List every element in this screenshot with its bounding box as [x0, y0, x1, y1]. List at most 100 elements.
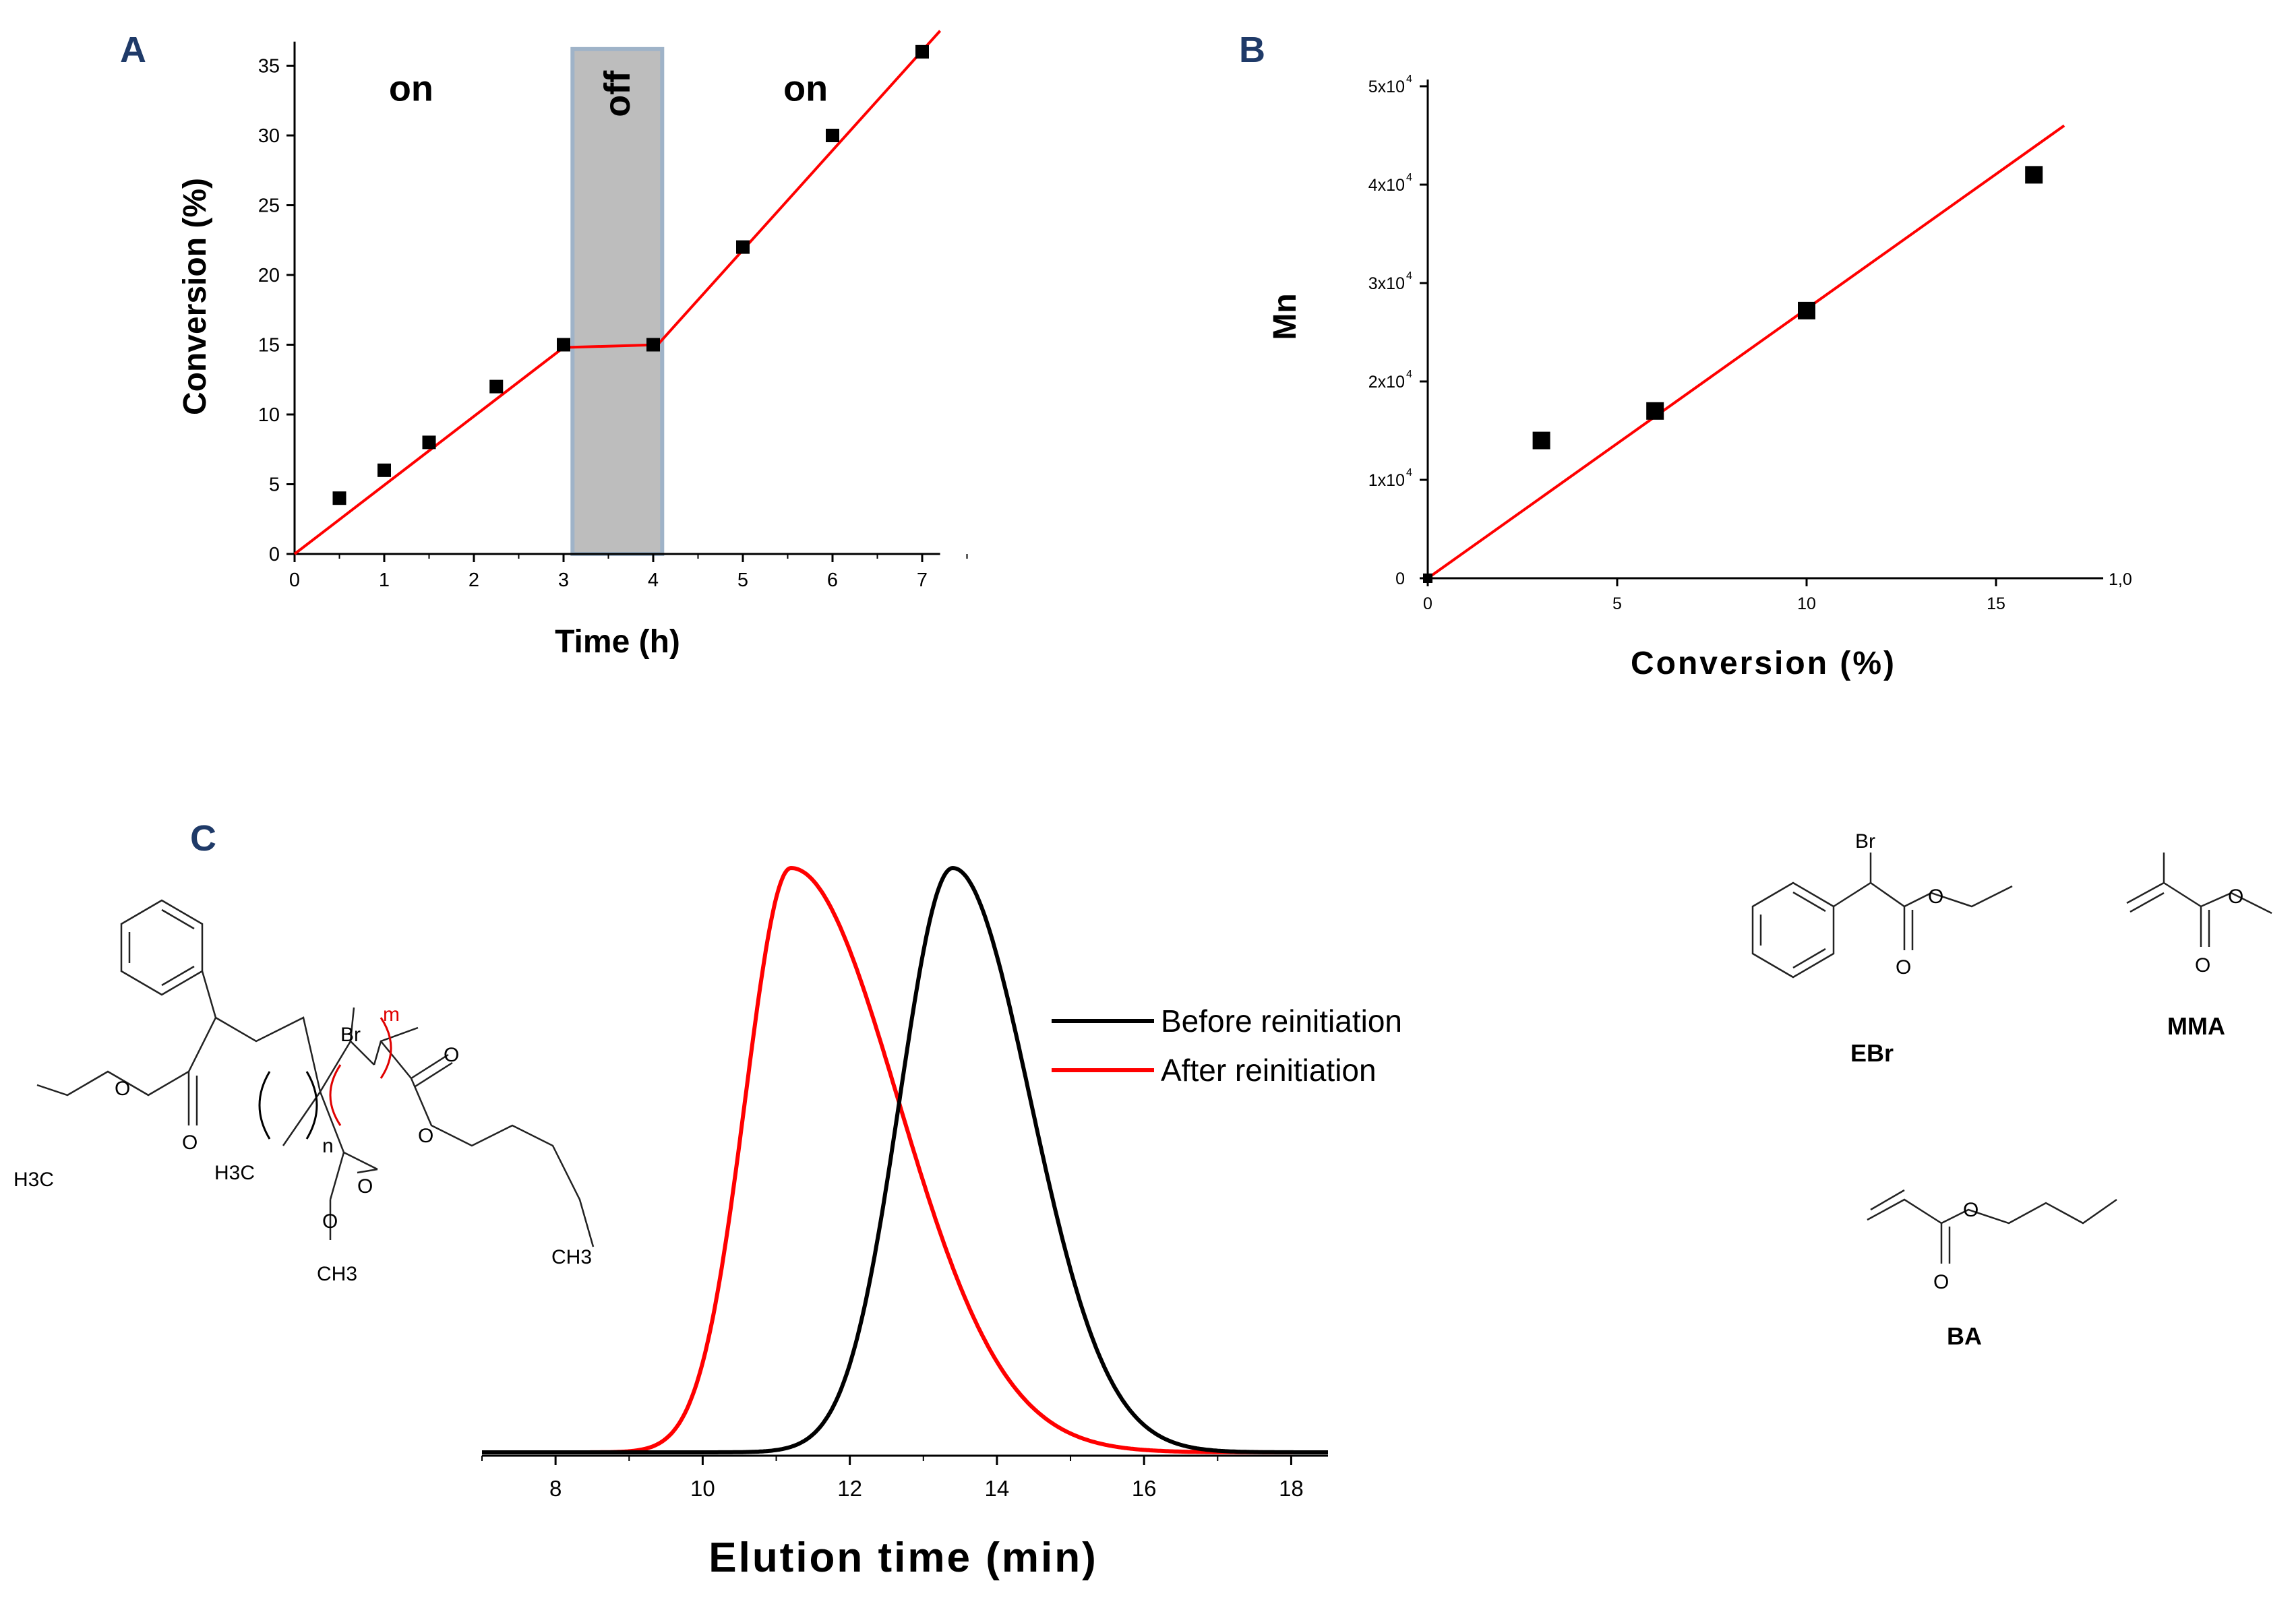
- ebr-phenyl-ring: [1751, 882, 1835, 979]
- data-point-b: [2025, 166, 2043, 184]
- atom-o-4: O: [322, 1210, 338, 1233]
- data-point-a: [332, 491, 346, 505]
- x-tick-label-a: 1: [379, 569, 390, 591]
- y-tick-label-b: 0: [1395, 569, 1405, 588]
- ebr-atom-br: Br: [1855, 830, 1875, 853]
- y-tick-exponent-b: 4: [1406, 467, 1412, 478]
- y-tick-label-a: 20: [258, 265, 280, 286]
- right-axis-label-b: 1,0: [2109, 570, 2132, 589]
- x-axis-label-c: Elution time (min): [708, 1535, 1098, 1581]
- data-point-b: [1798, 301, 1815, 319]
- y-tick-label-b: 3x10: [1368, 274, 1405, 293]
- data-point-a: [489, 379, 504, 394]
- y-tick-label-a: 25: [258, 195, 280, 217]
- legend-label-before: Before reinitiation: [1161, 1003, 1402, 1039]
- panel-label-c: C: [190, 818, 216, 859]
- y-tick-label-a: 35: [258, 56, 280, 78]
- data-point-b: [1646, 402, 1664, 420]
- chart-c: 8 10 12 14 16 18 Before reinitiation After re…: [481, 865, 1402, 1581]
- series-line-before-reinitiation: [482, 865, 1328, 1454]
- mma-structure: O O MMA: [2126, 853, 2272, 1040]
- x-tick-label-b: 15: [1987, 594, 2005, 613]
- fit-line-a: [293, 30, 942, 555]
- ebr-atom-o-1: O: [1928, 886, 1943, 908]
- subscript-n: n: [322, 1135, 334, 1157]
- legend-label-after: After reinitiation: [1161, 1053, 1377, 1088]
- x-tick-label-b: 10: [1797, 594, 1816, 613]
- data-point-a: [422, 435, 436, 450]
- x-tick-label-b: 0: [1423, 594, 1432, 613]
- atom-br: Br: [340, 1024, 361, 1046]
- x-tick-label-c: 8: [549, 1476, 562, 1501]
- atom-o-3: O: [357, 1175, 373, 1198]
- x-tick-label-c: 18: [1279, 1476, 1304, 1501]
- atom-o-1: O: [115, 1078, 130, 1100]
- data-point-a: [826, 129, 839, 142]
- atom-o-5: O: [444, 1044, 459, 1066]
- y-tick-label-a: 15: [258, 335, 280, 357]
- region-label-on-2: on: [783, 68, 828, 109]
- data-point-b: [1423, 574, 1432, 583]
- x-tick-label-a: 6: [827, 569, 838, 591]
- data-point-a: [646, 338, 660, 352]
- x-tick-label-c: 10: [690, 1476, 715, 1501]
- ba-atom-o-2: O: [1933, 1271, 1949, 1293]
- x-tick-label-a: 3: [558, 569, 569, 591]
- y-tick-label-b: 5x10: [1368, 78, 1405, 96]
- fit-line-b: [1426, 124, 2065, 580]
- x-tick-label-b: 5: [1612, 594, 1622, 613]
- y-axis-label-b: Mn: [1267, 293, 1303, 340]
- data-point-a: [557, 338, 570, 352]
- y-tick-label-b: 4x10: [1368, 176, 1405, 195]
- y-tick-label-a: 0: [269, 544, 280, 565]
- series-line-after-reinitiation: [482, 865, 1328, 1454]
- data-point-b: [1532, 431, 1550, 450]
- x-tick-label-a: 4: [648, 569, 659, 591]
- y-tick-exponent-b: 4: [1406, 172, 1412, 183]
- mma-label: MMA: [2167, 1012, 2225, 1040]
- x-tick-label-c: 14: [985, 1476, 1010, 1501]
- ba-label: BA: [1947, 1322, 1982, 1350]
- subscript-m: m: [383, 1003, 400, 1026]
- y-tick-label-b: 1x10: [1368, 471, 1405, 490]
- mma-atom-o-2: O: [2195, 954, 2210, 977]
- atom-o-6: O: [418, 1125, 433, 1147]
- phenyl-ring: [120, 899, 204, 996]
- x-tick-label-a: 0: [289, 569, 300, 591]
- y-tick-label-a: 30: [258, 125, 280, 147]
- ba-structure: O O BA: [1867, 1189, 2117, 1350]
- y-tick-label-b: 2x10: [1368, 373, 1405, 392]
- atom-o-2: O: [182, 1132, 198, 1154]
- chart-a: 0 1 2 3 4 5 6 7 0 5 10 15 20 25 30 35 on off on Time (h…: [177, 30, 968, 660]
- data-point-a: [736, 240, 750, 254]
- y-tick-exponent-b: 4: [1406, 270, 1412, 282]
- x-tick-label-a: 2: [469, 569, 479, 591]
- y-tick-exponent-b: 4: [1406, 73, 1412, 85]
- y-tick-label-a: 5: [269, 474, 280, 496]
- ebr-label: EBr: [1850, 1039, 1894, 1067]
- atom-h3c-left: H3C: [13, 1169, 54, 1191]
- y-tick-label-a: 10: [258, 404, 280, 426]
- panel-label-a: A: [120, 30, 146, 70]
- x-axis-label-a: Time (h): [555, 624, 680, 660]
- atom-ch3-a: CH3: [317, 1263, 357, 1285]
- y-axis-label-a: Conversion (%): [177, 178, 213, 415]
- polymer-structure: Br H3C H3C O O O O O O CH3 CH3 n m: [13, 899, 595, 1285]
- ebr-atom-o-2: O: [1896, 956, 1911, 979]
- ba-atom-o-1: O: [1963, 1199, 1978, 1221]
- x-tick-label-a: 5: [737, 569, 748, 591]
- x-tick-label-c: 16: [1132, 1476, 1157, 1501]
- atom-h3c-mid: H3C: [214, 1162, 255, 1184]
- off-period-shade: [570, 47, 665, 557]
- atom-ch3-b: CH3: [551, 1246, 592, 1268]
- x-tick-label-c: 12: [837, 1476, 862, 1501]
- x-tick-label-a: 7: [917, 569, 928, 591]
- panel-label-b: B: [1239, 30, 1265, 70]
- region-label-off: off: [597, 70, 638, 117]
- data-point-a: [377, 463, 391, 477]
- region-label-on-1: on: [389, 68, 433, 109]
- x-axis-label-b: Conversion (%): [1631, 646, 1896, 681]
- y-tick-exponent-b: 4: [1406, 369, 1412, 380]
